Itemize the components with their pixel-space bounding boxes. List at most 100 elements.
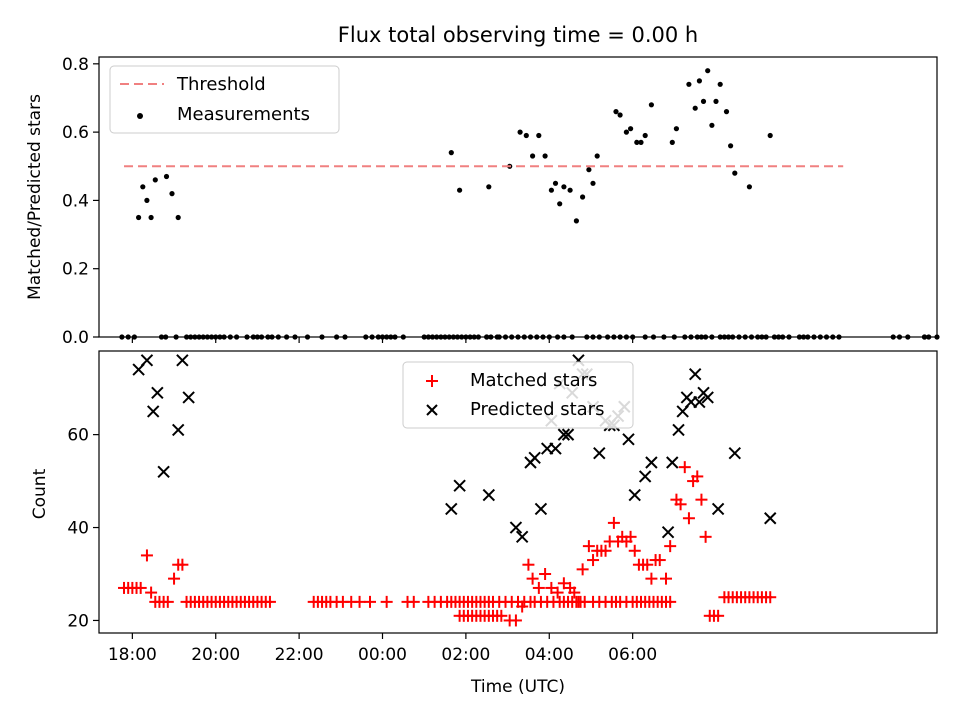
predicted-star-point xyxy=(622,433,635,446)
predicted-star-point xyxy=(638,470,652,483)
measurement-point xyxy=(580,194,586,200)
matched-star-point xyxy=(660,572,673,585)
matched-star-point xyxy=(495,609,508,622)
measurement-point xyxy=(648,102,655,108)
measurement-point xyxy=(723,109,730,115)
predicted-star-point xyxy=(172,423,185,437)
predicted-star-point xyxy=(693,395,706,409)
predicted-star-point xyxy=(672,423,685,437)
matched-star-point xyxy=(678,461,691,474)
matched-star-point xyxy=(695,493,708,506)
predicted-star-point xyxy=(711,502,725,516)
bottom-x-tick-label: 04:00 xyxy=(525,645,574,665)
matched-star-point xyxy=(582,540,595,553)
measurement-point xyxy=(669,139,675,145)
predicted-star-point xyxy=(176,354,189,367)
predicted-star-point xyxy=(515,530,529,544)
matched-star-point xyxy=(263,595,276,608)
measurement-point xyxy=(536,132,542,139)
legend-measurements-swatch xyxy=(137,113,143,119)
legend-matched-swatch xyxy=(426,375,438,387)
measurement-point xyxy=(542,153,548,159)
matched-star-point xyxy=(699,530,712,543)
legend-threshold-label: Threshold xyxy=(176,74,266,95)
measurement-point xyxy=(523,132,529,139)
matched-star-point xyxy=(674,498,687,511)
measurement-point xyxy=(552,180,559,186)
matched-star-point xyxy=(682,512,695,525)
top-y-ticks: 0.0 0.2 0.4 0.6 0.8 xyxy=(62,55,99,348)
predicted-star-point xyxy=(764,512,777,525)
predicted-star-point xyxy=(453,479,466,492)
measurement-point xyxy=(586,167,592,173)
measurement-point xyxy=(617,112,623,118)
predicted-star-point xyxy=(151,386,164,400)
measurement-point xyxy=(148,214,154,221)
predicted-star-point xyxy=(661,525,675,539)
predicted-star-point xyxy=(666,456,679,469)
predicted-star-point xyxy=(146,405,160,418)
top-legend-box xyxy=(109,65,340,134)
top-y-tick-label: 0.8 xyxy=(62,55,89,75)
measurement-point xyxy=(638,139,644,145)
measurement-point xyxy=(634,139,640,145)
measurement-point xyxy=(692,105,698,111)
bottom-y-tick-label: 40 xyxy=(67,519,89,539)
measurement-point xyxy=(686,81,692,87)
matched-star-point xyxy=(599,544,612,557)
matched-star-point xyxy=(764,591,777,604)
predicted-star-point xyxy=(528,451,541,465)
matched-star-point xyxy=(168,572,181,585)
legend-predicted-label: Predicted stars xyxy=(470,399,604,420)
top-x-ticks xyxy=(131,337,634,343)
matched-star-point xyxy=(557,577,570,590)
top-y-tick-label: 0.6 xyxy=(62,123,89,143)
matched-star-point xyxy=(363,595,376,608)
predicted-star-point xyxy=(445,502,458,516)
bottom-legend: Matched stars Predicted stars xyxy=(402,361,634,429)
matched-star-point xyxy=(522,558,535,571)
bottom-panel: 20 40 60 18:00 20:00 22:00 00:00 02:00 04:00 06:… xyxy=(30,350,938,697)
matched-star-point xyxy=(624,530,637,543)
bottom-x-tick-label: 20:00 xyxy=(191,645,240,665)
measurement-point xyxy=(152,177,158,183)
matched-star-point xyxy=(664,540,677,553)
legend-matched-label: Matched stars xyxy=(470,370,597,391)
bottom-x-tick-label: 02:00 xyxy=(441,645,490,665)
measurement-point xyxy=(590,180,596,186)
matched-star-point xyxy=(516,600,529,613)
predicted-star-point xyxy=(182,391,195,404)
matched-star-point xyxy=(140,549,153,562)
measurement-point xyxy=(717,81,723,87)
matched-star-point xyxy=(145,586,158,599)
matched-star-point xyxy=(712,609,725,622)
bottom-legend-box xyxy=(402,361,634,429)
predicted-star-point xyxy=(561,428,575,441)
top-panel: 0.0 0.2 0.4 0.6 0.8 Flux total observing tim… xyxy=(25,23,940,348)
bottom-x-tick-label: 06:00 xyxy=(608,645,657,665)
chart-title: Flux total observing time = 0.00 h xyxy=(338,23,698,47)
matched-star-point xyxy=(576,563,589,576)
bottom-y-ticks: 20 40 60 xyxy=(67,426,99,631)
predicted-star-point xyxy=(557,428,571,441)
measurement-point xyxy=(557,201,563,207)
predicted-star-point xyxy=(534,502,548,516)
matched-star-point xyxy=(134,581,147,594)
measurement-point xyxy=(530,153,536,159)
predicted-star-point xyxy=(645,456,658,469)
bottom-x-ticks: 18:00 20:00 22:00 00:00 02:00 04:00 06:00 xyxy=(108,633,657,665)
top-axes-frame xyxy=(98,56,938,338)
matched-star-point xyxy=(532,581,545,594)
measurement-point xyxy=(517,129,523,135)
matched-star-point xyxy=(628,544,641,557)
x-axis-label: Time (UTC) xyxy=(470,677,565,697)
matched-star-point xyxy=(641,558,654,571)
measurement-point xyxy=(163,173,170,180)
matched-star-point xyxy=(653,554,666,567)
matched-star-point xyxy=(568,586,581,599)
matched-star-point xyxy=(509,614,522,627)
bottom-x-tick-label: 22:00 xyxy=(275,645,324,665)
predicted-star-point xyxy=(509,521,523,534)
top-y-tick-label: 0.2 xyxy=(62,260,89,280)
